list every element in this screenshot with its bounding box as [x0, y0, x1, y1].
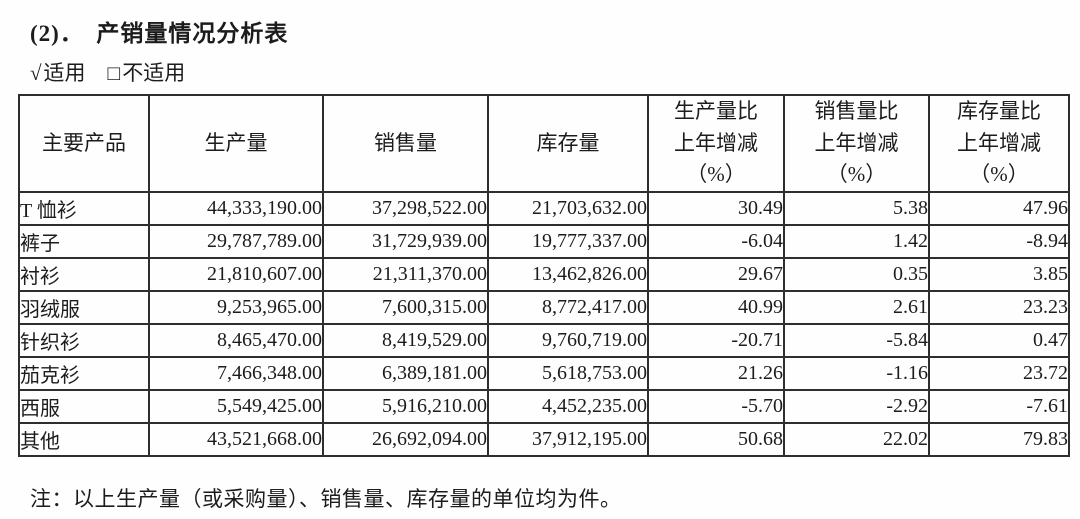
- table-row: 羽绒服 9,253,965.00 7,600,315.00 8,772,417.…: [18, 289, 1070, 325]
- product-cell: T 恤衫: [18, 190, 150, 226]
- inventory-cell: 13,462,826.00: [487, 256, 649, 292]
- table-row: 其他 43,521,668.00 26,692,094.00 37,912,19…: [18, 421, 1070, 457]
- inventory-yoy-cell: -8.94: [928, 223, 1070, 259]
- header-production-volume: 生产量: [148, 94, 324, 193]
- product-cell: 茄克衫: [18, 355, 150, 391]
- inventory-yoy-cell: 79.83: [928, 421, 1070, 457]
- sales-cell: 7,600,315.00: [322, 289, 489, 325]
- production-cell: 9,253,965.00: [148, 289, 324, 325]
- production-cell: 5,549,425.00: [148, 388, 324, 424]
- production-cell: 8,465,470.00: [148, 322, 324, 358]
- applicability-line: √适用 □不适用: [0, 48, 1080, 87]
- inventory-yoy-cell: 3.85: [928, 256, 1070, 292]
- sales-cell: 8,419,529.00: [322, 322, 489, 358]
- production-yoy-cell: 21.26: [647, 355, 785, 391]
- table-row: 衬衫 21,810,607.00 21,311,370.00 13,462,82…: [18, 256, 1070, 292]
- table-row: 茄克衫 7,466,348.00 6,389,181.00 5,618,753.…: [18, 355, 1070, 391]
- production-yoy-cell: 40.99: [647, 289, 785, 325]
- sales-yoy-cell: 0.35: [783, 256, 930, 292]
- product-cell: 针织衫: [18, 322, 150, 358]
- product-cell: 衬衫: [18, 256, 150, 292]
- inventory-yoy-cell: -7.61: [928, 388, 1070, 424]
- production-cell: 21,810,607.00: [148, 256, 324, 292]
- header-sales-yoy-pct: 销售量比 上年增减 （%）: [783, 94, 930, 193]
- sales-cell: 31,729,939.00: [322, 223, 489, 259]
- production-sales-table: 主要产品 生产量 销售量 库存量 生产量比 上年增减 （%） 销售量比 上年增减…: [18, 94, 1070, 457]
- inventory-yoy-cell: 47.96: [928, 190, 1070, 226]
- production-yoy-cell: -5.70: [647, 388, 785, 424]
- production-yoy-cell: -6.04: [647, 223, 785, 259]
- inventory-cell: 21,703,632.00: [487, 190, 649, 226]
- sales-yoy-cell: -2.92: [783, 388, 930, 424]
- inventory-cell: 4,452,235.00: [487, 388, 649, 424]
- checkmark-icon: √: [30, 61, 42, 85]
- section-title: (2)． 产销量情况分析表: [30, 21, 289, 46]
- not-applicable-label: 不适用: [122, 61, 186, 85]
- product-cell: 其他: [18, 421, 150, 457]
- inventory-yoy-cell: 23.72: [928, 355, 1070, 391]
- sales-cell: 5,916,210.00: [322, 388, 489, 424]
- sales-yoy-cell: 5.38: [783, 190, 930, 226]
- header-sales-volume: 销售量: [322, 94, 489, 193]
- inventory-cell: 37,912,195.00: [487, 421, 649, 457]
- sales-cell: 26,692,094.00: [322, 421, 489, 457]
- sales-yoy-cell: -1.16: [783, 355, 930, 391]
- sales-cell: 37,298,522.00: [322, 190, 489, 226]
- footnote: 注：以上生产量（或采购量）、销售量、库存量的单位均为件。: [30, 486, 622, 511]
- production-cell: 44,333,190.00: [148, 190, 324, 226]
- table-row: 西服 5,549,425.00 5,916,210.00 4,452,235.0…: [18, 388, 1070, 424]
- sales-cell: 21,311,370.00: [322, 256, 489, 292]
- inventory-cell: 9,760,719.00: [487, 322, 649, 358]
- production-cell: 29,787,789.00: [148, 223, 324, 259]
- header-production-yoy-pct: 生产量比 上年增减 （%）: [647, 94, 785, 193]
- header-inventory-volume: 库存量: [487, 94, 649, 193]
- checkbox-empty-icon: □: [107, 61, 121, 85]
- table-row: 裤子 29,787,789.00 31,729,939.00 19,777,33…: [18, 223, 1070, 259]
- production-cell: 43,521,668.00: [148, 421, 324, 457]
- product-cell: 羽绒服: [18, 289, 150, 325]
- header-main-product: 主要产品: [18, 94, 150, 193]
- production-yoy-cell: 30.49: [647, 190, 785, 226]
- sales-yoy-cell: -5.84: [783, 322, 930, 358]
- applicable-label: 适用: [43, 61, 86, 85]
- inventory-cell: 8,772,417.00: [487, 289, 649, 325]
- production-yoy-cell: -20.71: [647, 322, 785, 358]
- inventory-yoy-cell: 23.23: [928, 289, 1070, 325]
- production-yoy-cell: 50.68: [647, 421, 785, 457]
- sales-yoy-cell: 22.02: [783, 421, 930, 457]
- table-row: T 恤衫 44,333,190.00 37,298,522.00 21,703,…: [18, 190, 1070, 226]
- header-inventory-yoy-pct: 库存量比 上年增减 （%）: [928, 94, 1070, 193]
- table-row: 针织衫 8,465,470.00 8,419,529.00 9,760,719.…: [18, 322, 1070, 358]
- table-header-row: 主要产品 生产量 销售量 库存量 生产量比 上年增减 （%） 销售量比 上年增减…: [18, 94, 1070, 193]
- production-cell: 7,466,348.00: [148, 355, 324, 391]
- inventory-cell: 5,618,753.00: [487, 355, 649, 391]
- sales-cell: 6,389,181.00: [322, 355, 489, 391]
- product-cell: 西服: [18, 388, 150, 424]
- sales-yoy-cell: 2.61: [783, 289, 930, 325]
- production-yoy-cell: 29.67: [647, 256, 785, 292]
- inventory-yoy-cell: 0.47: [928, 322, 1070, 358]
- product-cell: 裤子: [18, 223, 150, 259]
- inventory-cell: 19,777,337.00: [487, 223, 649, 259]
- sales-yoy-cell: 1.42: [783, 223, 930, 259]
